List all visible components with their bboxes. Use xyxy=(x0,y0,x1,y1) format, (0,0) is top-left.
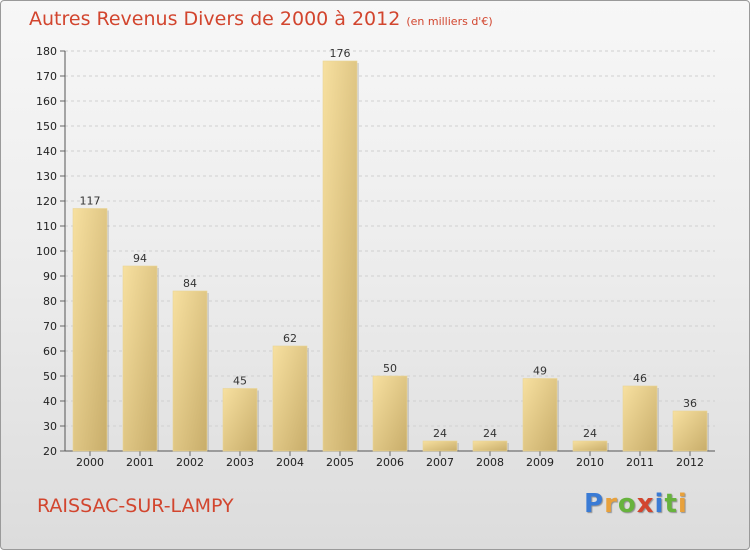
y-tick-label: 130 xyxy=(36,170,57,183)
bar xyxy=(322,60,358,452)
chart-title-text: Autres Revenus Divers de 2000 à 2012 xyxy=(29,8,401,30)
value-label: 45 xyxy=(233,375,247,388)
bar xyxy=(522,378,558,452)
bar xyxy=(472,440,508,452)
bar xyxy=(272,345,308,452)
logo-letter: i xyxy=(654,489,665,519)
bar xyxy=(222,388,258,452)
bar xyxy=(672,410,708,452)
x-tick-labels: 2000 2001 2002 2003 2004 2005 2006 2007 2008 2009… xyxy=(76,456,704,469)
logo-letter: r xyxy=(604,489,618,519)
logo-letter: o xyxy=(617,489,637,519)
y-tick-label: 170 xyxy=(36,70,57,83)
chart-subtitle: (en milliers d'€) xyxy=(406,15,493,28)
bar xyxy=(72,208,108,452)
place-name: RAISSAC-SUR-LAMPY xyxy=(37,495,234,517)
y-tick-label: 150 xyxy=(36,120,57,133)
x-tick-label: 2002 xyxy=(176,456,204,469)
chart-title: Autres Revenus Divers de 2000 à 2012 (en … xyxy=(29,8,493,30)
y-tick-label: 140 xyxy=(36,145,57,158)
bar xyxy=(422,440,458,452)
y-tick-label: 70 xyxy=(43,320,57,333)
logo-letter: P xyxy=(584,489,605,519)
x-tick-label: 2007 xyxy=(426,456,454,469)
x-tick-label: 2003 xyxy=(226,456,254,469)
bar xyxy=(172,290,208,452)
value-label: 50 xyxy=(383,362,397,375)
x-tick-label: 2008 xyxy=(476,456,504,469)
value-label: 24 xyxy=(433,427,447,440)
x-tick-label: 2000 xyxy=(76,456,104,469)
value-label: 117 xyxy=(80,195,101,208)
y-tick-label: 30 xyxy=(43,420,57,433)
y-tick-label: 60 xyxy=(43,345,57,358)
x-tick-label: 2005 xyxy=(326,456,354,469)
y-tick-label: 90 xyxy=(43,270,57,283)
value-label: 49 xyxy=(533,365,547,378)
proxiti-logo: Proxiti xyxy=(584,489,688,519)
logo-letter: x xyxy=(636,489,655,519)
x-tick-label: 2004 xyxy=(276,456,304,469)
y-tick-labels: 20 30 40 50 60 70 80 90 100 110 120 130 140 150 160 170… xyxy=(36,45,57,458)
y-tick-label: 110 xyxy=(36,220,57,233)
value-label: 84 xyxy=(183,277,197,290)
bar xyxy=(122,265,158,452)
y-tick-label: 180 xyxy=(36,45,57,58)
x-tick-label: 2010 xyxy=(576,456,604,469)
y-tick-label: 100 xyxy=(36,245,57,258)
x-tick-label: 2001 xyxy=(126,456,154,469)
logo-letter: t xyxy=(664,489,678,519)
value-label: 176 xyxy=(330,47,351,60)
value-label: 46 xyxy=(633,372,647,385)
value-label: 36 xyxy=(683,397,697,410)
y-tick-label: 50 xyxy=(43,370,57,383)
y-tick-label: 120 xyxy=(36,195,57,208)
value-label: 62 xyxy=(283,332,297,345)
y-tick-label: 160 xyxy=(36,95,57,108)
bar xyxy=(622,385,658,452)
value-label: 24 xyxy=(583,427,597,440)
y-tick-label: 40 xyxy=(43,395,57,408)
value-label: 94 xyxy=(133,252,147,265)
bars xyxy=(72,60,709,452)
x-tick-label: 2011 xyxy=(626,456,654,469)
value-labels: 117 94 84 45 62 176 50 24 24 49 24 46 36 xyxy=(80,47,698,440)
logo-letter: i xyxy=(677,489,688,519)
value-label: 24 xyxy=(483,427,497,440)
x-tick-label: 2009 xyxy=(526,456,554,469)
bar xyxy=(372,375,408,452)
x-tick-label: 2006 xyxy=(376,456,404,469)
y-tick-label: 20 xyxy=(43,445,57,458)
x-tick-label: 2012 xyxy=(676,456,704,469)
bar xyxy=(572,440,608,452)
grid-lines xyxy=(65,50,715,452)
y-tick-label: 80 xyxy=(43,295,57,308)
